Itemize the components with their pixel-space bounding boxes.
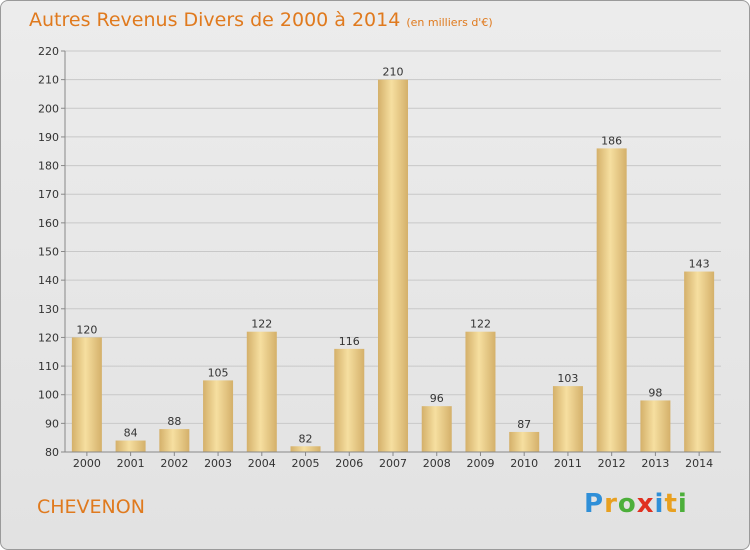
bar-2012 <box>596 148 627 452</box>
bar-2006 <box>334 348 365 452</box>
y-tick-label: 200 <box>38 102 59 115</box>
logo-letter: x <box>636 489 655 519</box>
value-label-2007: 210 <box>383 66 404 79</box>
value-labels: 120 84 88 105 122 82 116 210 96 122 87 103 186 98 143 <box>76 66 709 446</box>
y-tick-label: 150 <box>38 246 59 259</box>
value-label-2013: 98 <box>648 386 662 399</box>
value-label-2009: 122 <box>470 318 491 331</box>
y-tick-label: 100 <box>38 389 59 402</box>
x-tick-label-2001: 2001 <box>117 457 145 470</box>
x-tick-label-2011: 2011 <box>554 457 582 470</box>
bar-2013 <box>640 400 671 452</box>
bar-2004 <box>246 331 277 452</box>
x-tick-label-2012: 2012 <box>598 457 626 470</box>
x-tick-label-2004: 2004 <box>248 457 276 470</box>
chart-title-text: Autres Revenus Divers de 2000 à 2014 <box>29 9 401 31</box>
bar-2001 <box>115 440 146 452</box>
y-tick-label: 220 <box>38 45 59 58</box>
value-label-2014: 143 <box>689 258 710 271</box>
y-tick-label: 160 <box>38 217 59 230</box>
x-tick-label-2003: 2003 <box>204 457 232 470</box>
value-label-2003: 105 <box>208 366 229 379</box>
x-tick-label-2010: 2010 <box>510 457 538 470</box>
y-tick-label: 90 <box>45 417 59 430</box>
logo-letter: r <box>604 489 618 519</box>
bar-2002 <box>159 429 190 452</box>
logo-letter: i <box>654 489 665 519</box>
value-label-2000: 120 <box>76 323 97 336</box>
x-tick-label-2009: 2009 <box>466 457 494 470</box>
y-tick-label: 130 <box>38 303 59 316</box>
bar-2009 <box>465 331 496 452</box>
x-tick-label-2014: 2014 <box>685 457 713 470</box>
proxiti-logo[interactable]: Proxiti <box>584 489 688 519</box>
y-tick-label: 140 <box>38 274 59 287</box>
bar-2003 <box>203 380 234 452</box>
logo-letter: i <box>677 489 688 519</box>
x-tick-label-2006: 2006 <box>335 457 363 470</box>
x-tick-label-2005: 2005 <box>292 457 320 470</box>
y-tick-label: 190 <box>38 131 59 144</box>
y-tick-label: 180 <box>38 160 59 173</box>
axes: 8090100110120130140150160170180190200210… <box>38 45 721 470</box>
bar-2007 <box>378 79 408 453</box>
value-label-2011: 103 <box>557 372 578 385</box>
value-label-2004: 122 <box>251 318 272 331</box>
bar-2005 <box>290 446 321 452</box>
x-tick-label-2007: 2007 <box>379 457 407 470</box>
bar-2011 <box>552 386 583 452</box>
y-tick-label: 110 <box>38 360 59 373</box>
bar-2000 <box>71 337 102 452</box>
x-tick-label-2000: 2000 <box>73 457 101 470</box>
value-label-2012: 186 <box>601 134 622 147</box>
bars <box>71 79 715 453</box>
commune-name: CHEVENON <box>37 496 145 518</box>
logo-letter: t <box>664 489 678 519</box>
y-tick-label: 120 <box>38 331 59 344</box>
logo-letter: P <box>584 489 605 519</box>
bar-2008 <box>421 406 452 452</box>
logo-letter: o <box>617 489 637 519</box>
bar-2010 <box>509 431 540 452</box>
x-tick-label-2002: 2002 <box>160 457 188 470</box>
y-tick-label: 210 <box>38 74 59 87</box>
chart-title: Autres Revenus Divers de 2000 à 2014 (en … <box>29 9 493 31</box>
bar-2014 <box>684 271 715 452</box>
value-label-2006: 116 <box>339 335 360 348</box>
chart-unit: (en milliers d'€) <box>406 16 493 29</box>
y-tick-label: 170 <box>38 188 59 201</box>
x-tick-label-2013: 2013 <box>641 457 669 470</box>
y-tick-label: 80 <box>45 446 59 459</box>
value-label-2002: 88 <box>167 415 181 428</box>
x-tick-label-2008: 2008 <box>423 457 451 470</box>
value-label-2001: 84 <box>124 427 138 440</box>
value-label-2008: 96 <box>430 392 444 405</box>
value-label-2010: 87 <box>517 418 531 431</box>
value-label-2005: 82 <box>299 432 313 445</box>
